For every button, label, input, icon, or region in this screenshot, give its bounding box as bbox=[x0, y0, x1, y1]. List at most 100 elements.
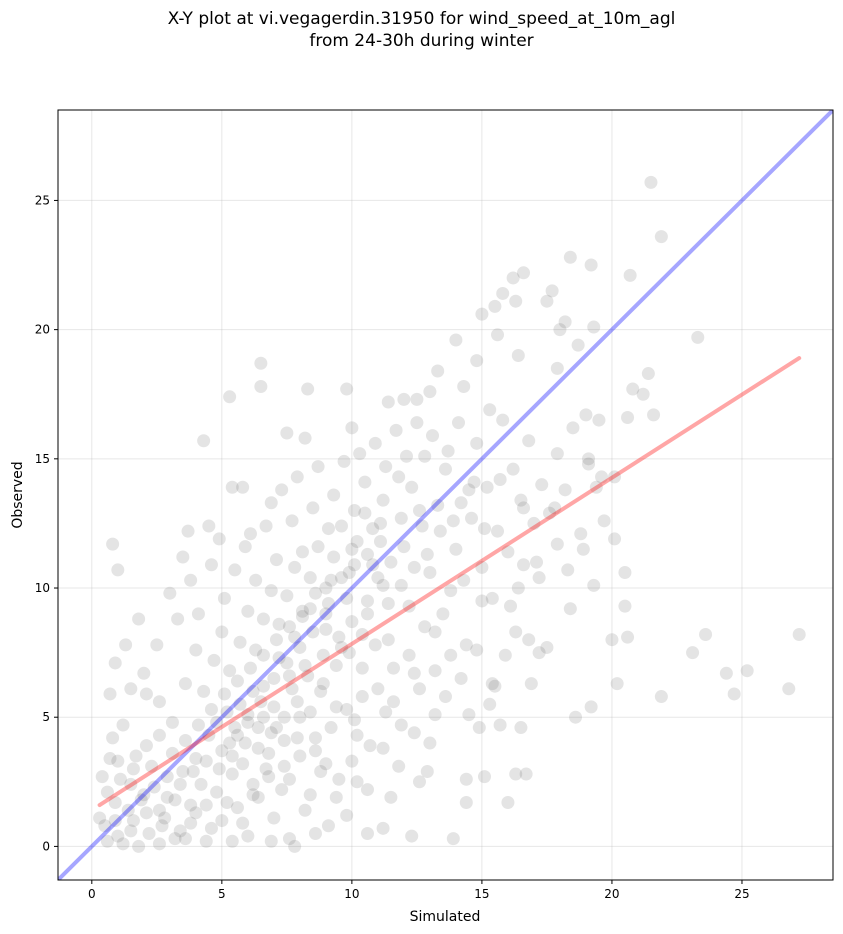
scatter-point bbox=[446, 514, 460, 528]
scatter-point bbox=[423, 385, 437, 399]
scatter-point bbox=[540, 640, 554, 654]
scatter-point bbox=[618, 566, 632, 580]
scatter-point bbox=[152, 728, 166, 742]
scatter-point bbox=[256, 710, 270, 724]
scatter-point bbox=[155, 819, 169, 833]
scatter-point bbox=[121, 803, 135, 817]
scatter-point bbox=[236, 480, 250, 494]
scatter-point bbox=[347, 504, 361, 518]
scatter-point bbox=[654, 690, 668, 704]
scatter-point bbox=[282, 620, 296, 634]
x-tick-label: 10 bbox=[344, 887, 359, 901]
scatter-point bbox=[381, 633, 395, 647]
scatter-point bbox=[301, 669, 315, 683]
y-tick-label: 25 bbox=[35, 193, 50, 207]
scatter-point bbox=[321, 597, 335, 611]
scatter-point bbox=[561, 563, 575, 577]
scatter-point bbox=[225, 834, 239, 848]
scatter-point bbox=[327, 488, 341, 502]
scatter-point bbox=[295, 604, 309, 618]
scatter-point bbox=[532, 571, 546, 585]
scatter-point bbox=[501, 795, 515, 809]
scatter-point bbox=[324, 573, 338, 587]
scatter-point bbox=[129, 749, 143, 763]
scatter-point bbox=[230, 728, 244, 742]
scatter-point bbox=[194, 777, 208, 791]
y-tick-label: 10 bbox=[35, 581, 50, 595]
scatter-point bbox=[334, 519, 348, 533]
scatter-point bbox=[290, 695, 304, 709]
scatter-point bbox=[165, 746, 179, 760]
scatter-point bbox=[376, 493, 390, 507]
scatter-point bbox=[241, 829, 255, 843]
scatter-point bbox=[241, 604, 255, 618]
reference-lines bbox=[58, 110, 833, 880]
scatter-point bbox=[256, 648, 270, 662]
chart-title: X-Y plot at vi.vegagerdin.31950 for wind… bbox=[0, 8, 843, 52]
scatter-point bbox=[165, 715, 179, 729]
scatter-point bbox=[394, 718, 408, 732]
scatter-point bbox=[381, 597, 395, 611]
scatter-point bbox=[504, 599, 518, 613]
scatter-point bbox=[402, 599, 416, 613]
scatter-point bbox=[459, 772, 473, 786]
scatter-point bbox=[319, 757, 333, 771]
scatter-point bbox=[275, 783, 289, 797]
scatter-point bbox=[106, 731, 120, 745]
scatter-point bbox=[436, 607, 450, 621]
scatter-point bbox=[272, 617, 286, 631]
scatter-point bbox=[366, 558, 380, 572]
grid bbox=[58, 110, 833, 880]
scatter-point bbox=[233, 635, 247, 649]
scatter-point bbox=[269, 721, 283, 735]
scatter-point bbox=[306, 625, 320, 639]
scatter-point bbox=[277, 733, 291, 747]
scatter-point bbox=[160, 790, 174, 804]
scatter-point bbox=[321, 819, 335, 833]
scatter-point bbox=[412, 775, 426, 789]
chart-title-line-1: X-Y plot at vi.vegagerdin.31950 for wind… bbox=[167, 9, 676, 29]
scatter-point bbox=[139, 687, 153, 701]
scatter-point bbox=[587, 578, 601, 592]
scatter-point bbox=[493, 718, 507, 732]
scatter-point bbox=[420, 547, 434, 561]
scatter-point bbox=[126, 762, 140, 776]
scatter-point bbox=[269, 633, 283, 647]
scatter-point bbox=[298, 659, 312, 673]
scatter-point bbox=[342, 566, 356, 580]
scatter-point bbox=[225, 749, 239, 763]
scatter-point bbox=[626, 382, 640, 396]
plot-frame bbox=[57, 109, 834, 881]
scatter-point bbox=[428, 708, 442, 722]
scatter-point bbox=[233, 697, 247, 711]
scatter-point bbox=[530, 555, 544, 569]
scatter-point bbox=[204, 702, 218, 716]
scatter-point bbox=[431, 364, 445, 378]
scatter-point bbox=[319, 581, 333, 595]
scatter-point bbox=[277, 759, 291, 773]
scatter-point bbox=[647, 408, 661, 422]
scatter-point bbox=[145, 759, 159, 773]
scatter-point bbox=[582, 452, 596, 466]
scatter-point bbox=[501, 545, 515, 559]
scatter-point bbox=[100, 785, 114, 799]
scatter-point bbox=[423, 566, 437, 580]
scatter-point bbox=[418, 449, 432, 463]
scatter-point bbox=[449, 333, 463, 347]
scatter-point bbox=[579, 408, 593, 422]
scatter-point bbox=[386, 695, 400, 709]
scatter-point bbox=[243, 661, 257, 675]
scatter-point bbox=[332, 772, 346, 786]
scatter-point bbox=[139, 739, 153, 753]
scatter-point bbox=[340, 702, 354, 716]
scatter-point bbox=[217, 591, 231, 605]
scatter-point bbox=[251, 721, 265, 735]
scatter-point bbox=[423, 736, 437, 750]
scatter-point bbox=[452, 416, 466, 430]
scatter-point bbox=[399, 449, 413, 463]
scatter-point bbox=[132, 839, 146, 853]
scatter-point bbox=[327, 550, 341, 564]
scatter-point bbox=[223, 736, 237, 750]
scatter-point bbox=[137, 788, 151, 802]
